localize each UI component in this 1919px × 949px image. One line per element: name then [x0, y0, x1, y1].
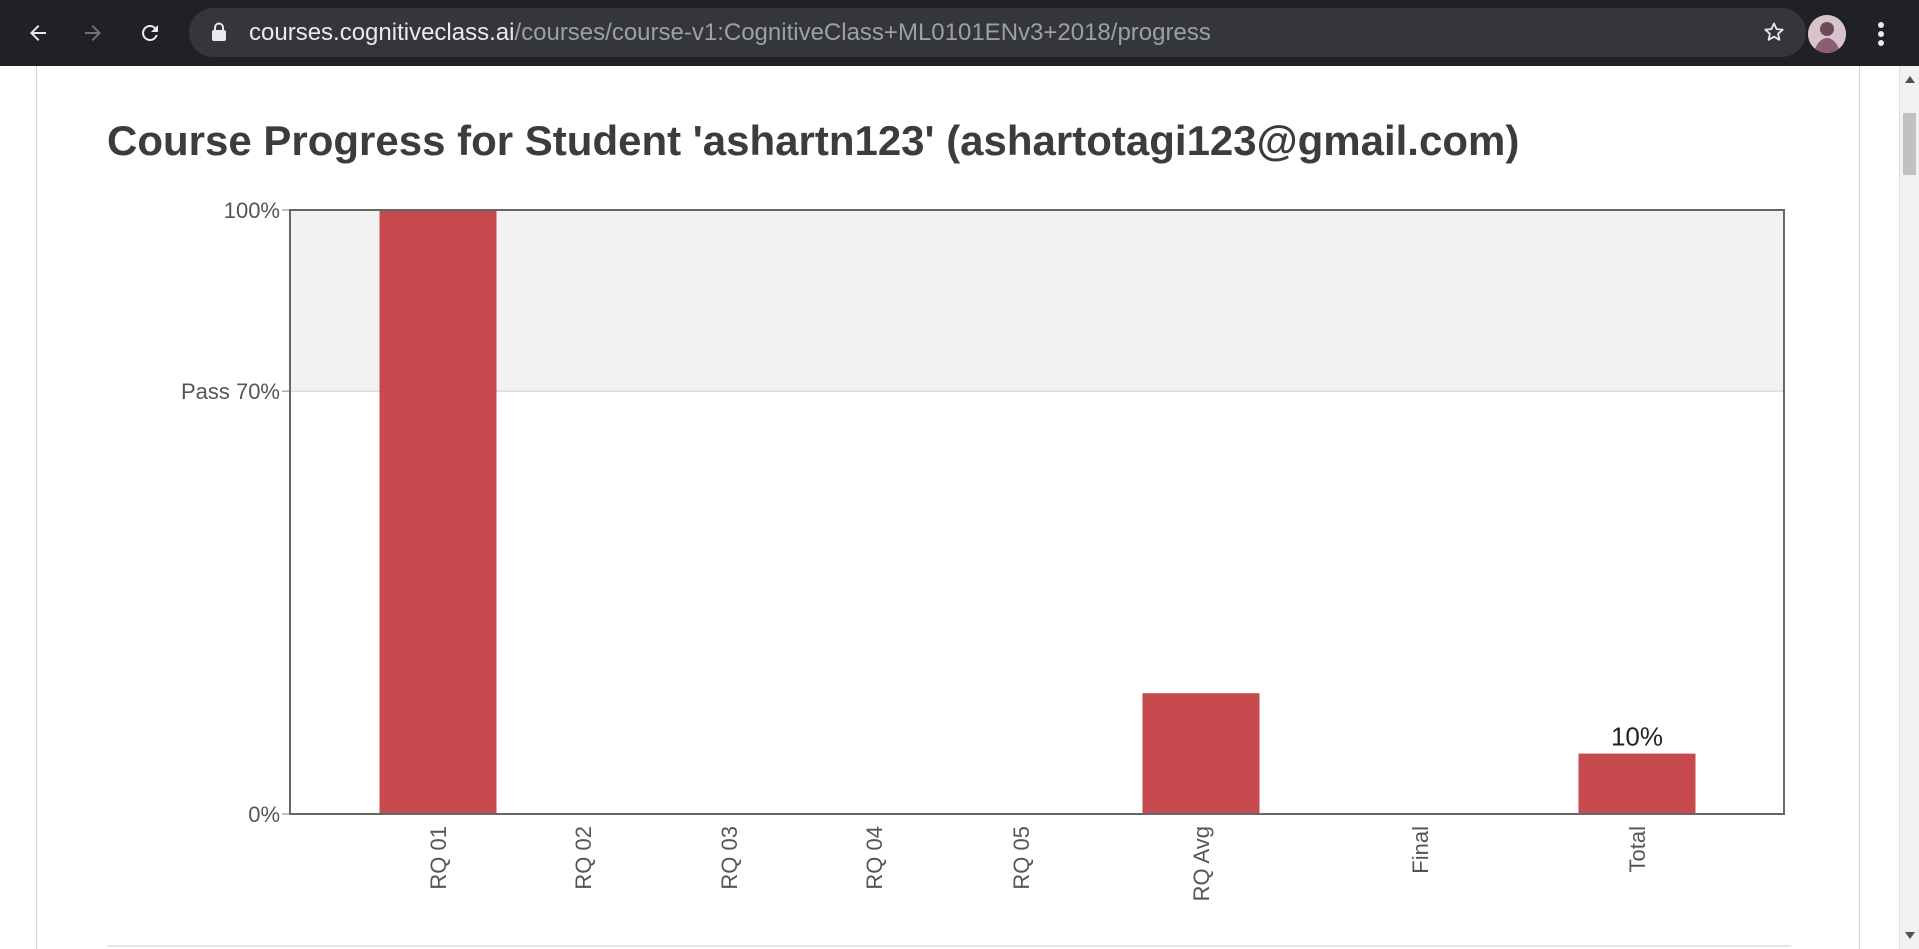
- pass-band: [290, 210, 1784, 392]
- forward-button[interactable]: [71, 11, 115, 55]
- x-tick-label: RQ Avg: [1189, 826, 1214, 901]
- x-tick-label: RQ 02: [571, 826, 596, 890]
- arrow-left-icon: [30, 25, 46, 41]
- scroll-up-icon[interactable]: [1905, 76, 1915, 83]
- url-host: courses.cognitiveclass.ai: [249, 19, 515, 46]
- url-path: /courses/course-v1:CognitiveClass+ML0101…: [514, 19, 1211, 46]
- plot-frame: [289, 209, 1785, 815]
- page-scrollbar[interactable]: [1899, 66, 1919, 949]
- x-tick-label: RQ 05: [1009, 826, 1034, 890]
- x-tick-label: RQ 01: [426, 826, 451, 890]
- bar: [1142, 693, 1260, 814]
- y-tick-label: 100%: [224, 198, 280, 223]
- star-icon[interactable]: [1762, 20, 1786, 44]
- data-label: 10%: [1611, 722, 1663, 752]
- y-tick-label: 0%: [248, 802, 280, 827]
- bar: [379, 210, 497, 814]
- y-tick-label: Pass 70%: [181, 379, 280, 404]
- reload-icon: [142, 24, 158, 41]
- x-tick-label: RQ 03: [717, 826, 742, 890]
- reload-button[interactable]: [128, 11, 172, 55]
- avatar-image: [1808, 15, 1846, 53]
- x-tick-label: RQ 04: [862, 826, 887, 890]
- page-title: Course Progress for Student 'ashartn123'…: [107, 117, 1520, 164]
- profile-avatar[interactable]: [1808, 15, 1846, 53]
- address-bar[interactable]: courses.cognitiveclass.ai/courses/course…: [189, 8, 1806, 57]
- browser-menu-button[interactable]: [1866, 14, 1896, 54]
- browser-toolbar: courses.cognitiveclass.ai/courses/course…: [0, 0, 1919, 66]
- kebab-menu-icon: [1878, 22, 1884, 46]
- scroll-down-icon[interactable]: [1905, 932, 1915, 939]
- lock-icon: [212, 22, 226, 41]
- x-tick-label: Final: [1408, 826, 1433, 874]
- url-text: courses.cognitiveclass.ai/courses/course…: [249, 19, 1211, 47]
- x-tick-label: Total: [1625, 826, 1650, 872]
- divider: [107, 945, 1791, 947]
- scroll-thumb[interactable]: [1903, 113, 1916, 175]
- back-button[interactable]: [16, 11, 60, 55]
- bar: [1578, 753, 1696, 814]
- arrow-right-icon: [85, 25, 101, 41]
